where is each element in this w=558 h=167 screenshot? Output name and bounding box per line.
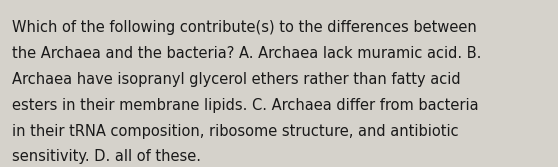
Text: in their tRNA composition, ribosome structure, and antibiotic: in their tRNA composition, ribosome stru… <box>12 124 459 139</box>
Text: the Archaea and the bacteria? A. Archaea lack muramic acid. B.: the Archaea and the bacteria? A. Archaea… <box>12 46 482 61</box>
Text: Which of the following contribute(s) to the differences between: Which of the following contribute(s) to … <box>12 20 477 35</box>
Text: Archaea have isopranyl glycerol ethers rather than fatty acid: Archaea have isopranyl glycerol ethers r… <box>12 72 461 87</box>
Text: esters in their membrane lipids. C. Archaea differ from bacteria: esters in their membrane lipids. C. Arch… <box>12 98 479 113</box>
Text: sensitivity. D. all of these.: sensitivity. D. all of these. <box>12 149 201 164</box>
